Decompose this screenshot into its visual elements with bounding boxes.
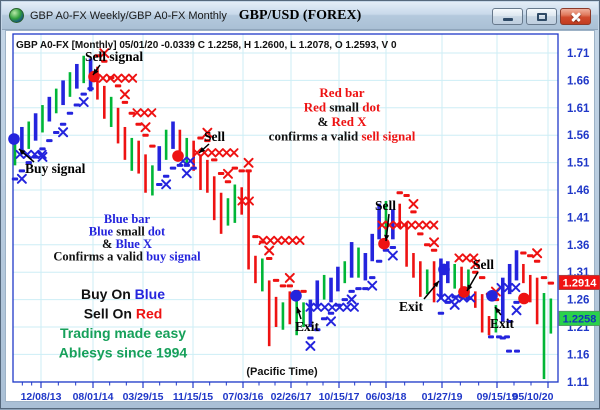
y-axis-label: 1.71 bbox=[567, 48, 590, 60]
x-axis-label: 03/29/15 bbox=[123, 391, 164, 403]
svg-text:confirms a valid sell signal: confirms a valid sell signal bbox=[269, 129, 416, 144]
y-axis-label: 1.56 bbox=[567, 130, 589, 142]
annotation-sell-signal: Sell signal bbox=[85, 49, 143, 64]
sell-signal-dot bbox=[518, 293, 530, 305]
annotation-sell-1: Sell bbox=[204, 129, 225, 144]
sell-signal-dot bbox=[378, 238, 390, 250]
chart-info-line: GBP A0-FX [Monthly] 05/01/20 -0.0339 C 1… bbox=[16, 40, 397, 51]
annotation-sell-2: Sell bbox=[375, 198, 396, 213]
x-axis-label: 06/03/18 bbox=[366, 391, 407, 403]
annotation-buy-signal: Buy signal bbox=[25, 161, 86, 176]
svg-text:Sell On Red: Sell On Red bbox=[84, 306, 163, 322]
sell-signal-dot bbox=[172, 150, 184, 162]
window-title: GBP A0-FX Weekly/GBP A0-FX Monthly bbox=[30, 10, 227, 22]
maximize-icon bbox=[537, 13, 547, 21]
svg-text:Trading made easy: Trading made easy bbox=[60, 325, 186, 341]
x-axis-label: 08/01/14 bbox=[73, 391, 114, 403]
buy-signal-dot bbox=[438, 264, 450, 276]
svg-text:Red small dot: Red small dot bbox=[304, 100, 381, 115]
y-axis-label: 1.66 bbox=[567, 75, 589, 87]
y-axis-label: 1.61 bbox=[567, 103, 590, 115]
annotation-exit-1: Exit bbox=[295, 319, 320, 334]
x-axis-timezone-label: (Pacific Time) bbox=[246, 366, 318, 378]
y-axis-label: 1.26 bbox=[567, 295, 589, 307]
promo-text: Buy On Blue Sell On Red Trading made easy A… bbox=[59, 286, 188, 361]
svg-text:Red bar: Red bar bbox=[319, 85, 364, 100]
x-axis-label: 09/15/19 bbox=[477, 391, 518, 403]
buy-signal-dot bbox=[290, 290, 302, 302]
svg-text:Ablesys since 1994: Ablesys since 1994 bbox=[59, 345, 188, 361]
svg-text:& Red X: & Red X bbox=[317, 114, 367, 129]
x-axis-label: 12/08/13 bbox=[21, 391, 62, 403]
price-tag-green: 1.2258 bbox=[559, 311, 600, 326]
y-axis-label: 1.41 bbox=[567, 212, 590, 224]
annotation-exit-3: Exit bbox=[490, 316, 515, 331]
x-axis-label: 02/26/17 bbox=[271, 391, 312, 403]
svg-text:Buy On Blue: Buy On Blue bbox=[81, 286, 165, 302]
svg-text:1.2258: 1.2258 bbox=[563, 313, 597, 325]
minimize-button[interactable] bbox=[492, 8, 523, 25]
buy-signal-dot bbox=[8, 133, 20, 145]
y-axis-label: 1.36 bbox=[567, 240, 589, 252]
title-bar[interactable]: GBP A0-FX Weekly/GBP A0-FX Monthly GBP/U… bbox=[2, 2, 598, 30]
x-axis-label: 01/27/19 bbox=[422, 391, 463, 403]
close-button[interactable] bbox=[560, 8, 591, 25]
buy-signal-dot bbox=[486, 290, 498, 302]
svg-text:Confirms a valid buy signal: Confirms a valid buy signal bbox=[53, 250, 201, 264]
x-axis-label: 05/10/20 bbox=[513, 391, 554, 403]
annotation-exit-2: Exit bbox=[399, 299, 424, 314]
y-axis-label: 1.46 bbox=[567, 185, 589, 197]
y-axis-label: 1.16 bbox=[567, 349, 589, 361]
y-axis-label: 1.51 bbox=[567, 158, 590, 170]
window-controls bbox=[492, 8, 591, 25]
y-axis-label: 1.11 bbox=[567, 377, 589, 389]
x-axis-label: 07/03/16 bbox=[223, 391, 264, 403]
svg-text:1.2914: 1.2914 bbox=[563, 277, 598, 289]
annotation-sell-3: Sell bbox=[473, 257, 494, 272]
x-axis-label: 10/15/17 bbox=[319, 391, 360, 403]
maximize-button[interactable] bbox=[526, 8, 557, 25]
minimize-icon bbox=[503, 18, 513, 21]
close-icon bbox=[561, 9, 590, 24]
price-tag-red: 1.2914 bbox=[559, 275, 600, 290]
x-axis-label: 11/15/15 bbox=[173, 391, 213, 403]
